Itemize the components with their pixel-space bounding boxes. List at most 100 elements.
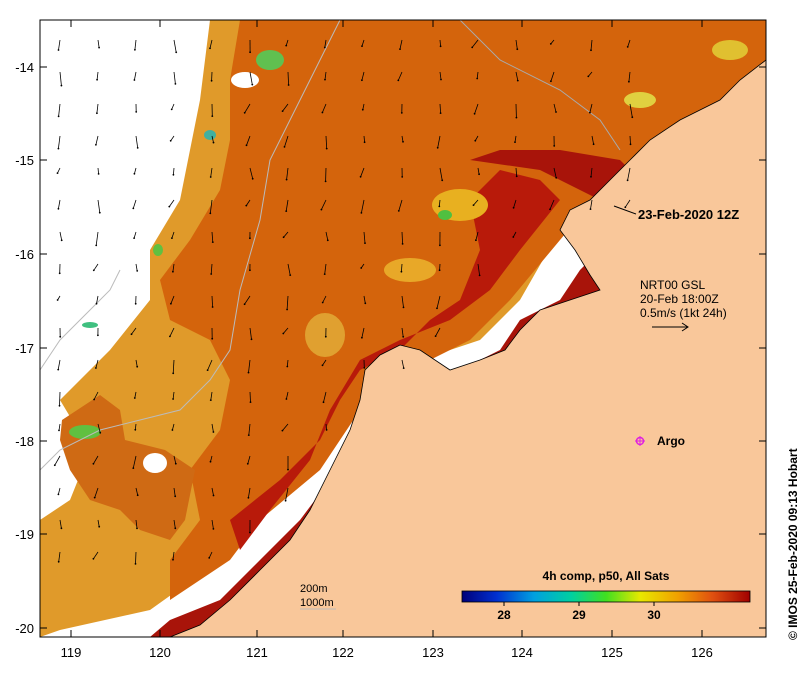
current-vector-head	[321, 209, 323, 211]
current-vector-head	[210, 273, 212, 275]
current-vector-head	[247, 463, 249, 465]
current-vector-head	[325, 336, 327, 338]
current-vector-head	[132, 467, 134, 469]
current-vector-head	[136, 366, 138, 368]
current-vector-head	[364, 242, 366, 244]
current-vector-head	[57, 369, 59, 371]
lat-tick-label: -14	[15, 60, 34, 75]
current-vector-head	[555, 177, 557, 179]
current-model-label: NRT00 GSL	[640, 278, 705, 292]
current-vector-head	[513, 207, 515, 209]
current-vector-head	[439, 244, 441, 246]
current-vector-head	[362, 109, 364, 111]
current-vector-head	[324, 273, 326, 275]
current-vector-head	[93, 463, 95, 465]
current-vector-head	[59, 272, 61, 274]
sst-cool-patch	[204, 130, 216, 140]
current-vector-head	[58, 430, 60, 432]
current-vector-head	[97, 334, 99, 336]
current-vector-head	[403, 307, 405, 309]
current-vector-arrow	[250, 392, 251, 402]
current-vector-head	[96, 303, 98, 305]
current-vector-head	[172, 398, 174, 400]
current-vector-head	[95, 245, 97, 247]
current-vector-head	[326, 429, 328, 431]
current-vector-head	[59, 336, 61, 338]
current-vector-head	[96, 112, 98, 114]
current-vector-head	[58, 494, 60, 496]
current-vector-head	[169, 336, 171, 338]
current-vector-head	[360, 267, 362, 269]
colorbar-gradient	[462, 591, 750, 602]
current-vector-head	[399, 48, 401, 50]
colorbar-tick-label: 30	[647, 608, 661, 622]
current-vector-head	[208, 557, 210, 559]
current-vector-head	[213, 495, 215, 497]
current-vector-head	[590, 176, 592, 178]
current-vector-head	[628, 81, 630, 83]
current-vector-head	[58, 49, 60, 51]
current-vector-head	[134, 397, 136, 399]
current-vector-head	[213, 142, 215, 144]
current-vector-head	[284, 146, 286, 148]
current-vector-head	[170, 140, 172, 142]
current-vector-head	[476, 78, 478, 80]
lon-tick-label: 123	[422, 645, 444, 660]
current-vector-head	[134, 79, 136, 81]
current-vector-head	[136, 270, 138, 272]
sst-warm-patch	[712, 40, 748, 60]
current-vector-head	[283, 236, 285, 238]
current-vector-head	[98, 47, 100, 49]
current-vector-head	[175, 463, 177, 465]
current-vector-head	[135, 111, 137, 113]
current-vector-head	[363, 367, 365, 369]
current-vector-head	[250, 401, 252, 403]
current-vector-head	[285, 45, 287, 47]
sst-warm-patch	[305, 313, 345, 357]
current-vector-head	[172, 429, 174, 431]
current-vector-head	[550, 43, 552, 45]
current-vector-head	[322, 364, 324, 366]
current-vector-head	[516, 175, 518, 177]
current-vector-head	[285, 500, 287, 502]
current-vector-head	[93, 558, 95, 560]
current-vector-head	[95, 367, 97, 369]
lon-tick-label: 124	[511, 645, 533, 660]
image-timestamp-label: 23-Feb-2020 12Z	[638, 207, 739, 222]
current-vector-head	[132, 208, 134, 210]
current-vector-head	[479, 275, 481, 277]
current-vector-head	[397, 80, 399, 82]
colorbar-tick-label: 28	[497, 608, 511, 622]
lon-tick-label: 120	[149, 645, 171, 660]
current-vector-head	[134, 173, 136, 175]
sst-cool-patch	[153, 244, 163, 256]
current-vector-head	[137, 494, 139, 496]
current-vector-head	[287, 469, 289, 471]
sst-cool-patch	[82, 322, 98, 328]
sst-warm-patch	[384, 258, 436, 282]
lat-tick-label: -17	[15, 341, 34, 356]
current-vector-head	[631, 116, 633, 118]
current-vector-head	[282, 430, 284, 432]
current-vector-head	[94, 497, 96, 499]
current-vector-head	[57, 172, 59, 174]
lon-tick-label: 121	[246, 645, 268, 660]
current-vector-head	[436, 307, 438, 309]
current-vector-head	[61, 239, 63, 241]
current-vector-head	[213, 528, 215, 530]
current-vector-head	[93, 269, 95, 271]
current-vector-head	[54, 464, 56, 466]
current-vector-head	[282, 110, 284, 112]
current-vector-head	[98, 526, 100, 528]
current-vector-head	[474, 140, 476, 142]
current-scale-label: 0.5m/s (1kt 24h)	[640, 306, 727, 320]
current-vector-head	[252, 178, 254, 180]
current-vector-head	[207, 369, 209, 371]
imos-credit: © IMOS 25-Feb-2020 09:13 Hobart	[786, 448, 800, 640]
current-vector-head	[555, 111, 557, 113]
current-vector-head	[361, 45, 363, 47]
current-vector-head	[587, 76, 589, 78]
current-vector-head	[134, 429, 136, 431]
current-vector-head	[590, 208, 592, 210]
